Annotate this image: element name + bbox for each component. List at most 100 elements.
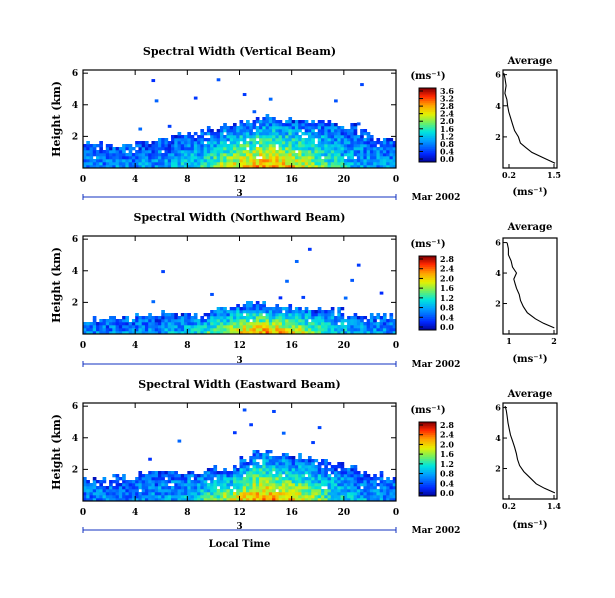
heatmap-cell bbox=[294, 138, 299, 142]
heatmap-cell bbox=[141, 331, 146, 335]
heatmap-cell bbox=[92, 483, 97, 487]
heatmap-cell bbox=[379, 322, 384, 326]
heatmap-cell bbox=[86, 162, 90, 166]
heatmap-cell bbox=[210, 153, 214, 157]
heatmap-cell bbox=[184, 486, 188, 490]
heatmap-cell bbox=[226, 135, 231, 139]
heatmap-cell bbox=[317, 462, 322, 466]
heatmap-cell bbox=[353, 135, 358, 139]
heatmap-cell bbox=[206, 474, 211, 478]
heatmap-cell bbox=[314, 477, 319, 481]
heatmap-cell bbox=[187, 144, 191, 148]
heatmap-cell bbox=[386, 156, 390, 160]
heatmap-cell bbox=[275, 477, 280, 481]
heatmap-cell bbox=[363, 331, 368, 335]
heatmap-cell bbox=[229, 165, 234, 169]
heatmap-cell bbox=[301, 477, 306, 481]
heatmap-cell bbox=[285, 495, 289, 499]
heatmap-cell bbox=[281, 431, 286, 435]
heatmap-cell bbox=[226, 328, 231, 332]
heatmap-cell bbox=[291, 129, 296, 133]
x-tick-label: 16 bbox=[285, 175, 298, 185]
heatmap-cell bbox=[317, 465, 322, 469]
heatmap-cell bbox=[154, 99, 159, 103]
heatmap-cell bbox=[232, 307, 237, 311]
heatmap-cell bbox=[187, 489, 191, 493]
heatmap-cell bbox=[265, 480, 270, 484]
heatmap-cell bbox=[363, 147, 368, 151]
heatmap-cell bbox=[96, 489, 100, 493]
heatmap-cell bbox=[171, 138, 175, 142]
heatmap-cell bbox=[389, 147, 394, 151]
heatmap-cell bbox=[278, 132, 283, 136]
heatmap-cell bbox=[180, 162, 185, 166]
heatmap-cell bbox=[190, 471, 195, 475]
heatmap-cell bbox=[252, 123, 257, 127]
heatmap-cell bbox=[216, 150, 221, 154]
heatmap-cell bbox=[360, 162, 364, 166]
heatmap-cell bbox=[232, 313, 237, 317]
heatmap-cell bbox=[151, 483, 156, 487]
heatmap-cell bbox=[392, 319, 397, 323]
heatmap-cell bbox=[311, 441, 315, 445]
heatmap-cell bbox=[327, 126, 332, 130]
heatmap-cell bbox=[268, 474, 273, 478]
heatmap-cell bbox=[210, 310, 214, 314]
heatmap-cell bbox=[298, 495, 302, 499]
heatmap-cell bbox=[203, 489, 208, 493]
heatmap-cell bbox=[226, 474, 231, 478]
heatmap-cell bbox=[356, 162, 361, 166]
heatmap-cell bbox=[327, 328, 332, 332]
heatmap-cell bbox=[118, 322, 123, 326]
heatmap-cell bbox=[96, 153, 100, 157]
heatmap-cell bbox=[115, 474, 120, 478]
heatmap-cell bbox=[141, 141, 146, 145]
heatmap-cell bbox=[343, 489, 348, 493]
heatmap-cell bbox=[327, 310, 332, 314]
heatmap-cell bbox=[115, 480, 120, 484]
heatmap-cell bbox=[161, 480, 165, 484]
heatmap-cell bbox=[314, 468, 319, 472]
heatmap-cell bbox=[343, 495, 348, 499]
heatmap-cell bbox=[262, 120, 266, 124]
colorbar-unit-label: (ms⁻¹) bbox=[410, 405, 445, 416]
heatmap-cell bbox=[288, 123, 293, 127]
heatmap-cell bbox=[340, 477, 345, 481]
colorbar-swatch bbox=[419, 293, 436, 296]
heatmap-cell bbox=[112, 331, 116, 335]
heatmap-cell bbox=[249, 310, 253, 314]
heatmap-cell bbox=[112, 474, 116, 478]
colorbar-tick-label: 0.0 bbox=[440, 488, 454, 498]
heatmap bbox=[83, 408, 397, 502]
heatmap-cell bbox=[327, 316, 332, 320]
heatmap-cell bbox=[272, 328, 276, 332]
heatmap-cell bbox=[330, 316, 335, 320]
heatmap-cell bbox=[327, 498, 332, 502]
heatmap-cell bbox=[389, 498, 394, 502]
heatmap-cell bbox=[382, 480, 387, 484]
heatmap-cell bbox=[262, 162, 266, 166]
heatmap-cell bbox=[327, 331, 332, 335]
heatmap-cell bbox=[255, 117, 260, 121]
heatmap-cell bbox=[210, 331, 214, 335]
heatmap-cell bbox=[190, 331, 195, 335]
heatmap-cell bbox=[294, 126, 299, 130]
heatmap-cell bbox=[210, 328, 214, 332]
heatmap-cell bbox=[190, 165, 195, 169]
heatmap-cell bbox=[83, 153, 87, 157]
heatmap-cell bbox=[343, 159, 348, 163]
heatmap-cell bbox=[151, 153, 156, 157]
heatmap-cell bbox=[294, 132, 299, 136]
colorbar-tick-label: 0.8 bbox=[440, 469, 454, 479]
heatmap-cell bbox=[392, 492, 397, 496]
heatmap-cell bbox=[197, 328, 201, 332]
heatmap-cell bbox=[337, 159, 341, 163]
heatmap-cell bbox=[226, 165, 231, 169]
heatmap-cell bbox=[164, 153, 169, 157]
heatmap-cell bbox=[252, 459, 257, 463]
heatmap-cell bbox=[246, 471, 250, 475]
heatmap-cell bbox=[268, 486, 273, 490]
heatmap-cell bbox=[180, 483, 185, 487]
heatmap-cell bbox=[161, 144, 165, 148]
heatmap-cell bbox=[340, 471, 345, 475]
